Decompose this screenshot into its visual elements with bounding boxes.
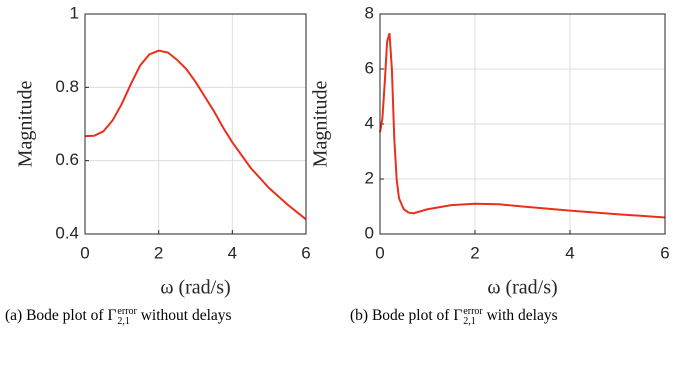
caption-sup: error <box>117 306 137 317</box>
y-tick-label: 0 <box>365 223 374 242</box>
y-tick-label: 1 <box>70 3 79 22</box>
caption-text: Bode plot of <box>26 307 104 324</box>
y-tick-label: 4 <box>365 113 374 132</box>
line-series <box>379 32 666 219</box>
caption-symbol: Γ <box>453 307 463 324</box>
caption-symbol: Γ <box>107 307 117 324</box>
x-tick-label: 2 <box>470 243 479 262</box>
caption-text: with delays <box>486 307 558 324</box>
x-axis-label: ω (rad/s) <box>160 277 230 299</box>
x-tick-label: 4 <box>565 243 574 262</box>
caption-sub: 2,1 <box>117 316 130 327</box>
x-tick-label: 6 <box>301 243 310 262</box>
caption-text: Bode plot of <box>371 307 450 324</box>
caption-sup: error <box>463 306 483 317</box>
x-tick-label: 0 <box>375 243 384 262</box>
caption-text: without delays <box>140 307 232 324</box>
caption-label: (a) <box>5 307 23 324</box>
caption-sub: 2,1 <box>463 316 476 327</box>
y-axis-label: Magnitude <box>15 81 37 168</box>
x-tick-label: 6 <box>660 243 669 262</box>
y-tick-label: 0.8 <box>55 77 79 96</box>
axes-box <box>379 13 666 235</box>
x-axis-label: ω (rad/s) <box>487 277 557 299</box>
y-axis-label: Magnitude <box>310 81 332 168</box>
axes-box <box>84 13 307 235</box>
figure: 0.4 0.6 0.8 1 0 2 4 6 ω (rad/s) Magnitude 0 2 4 6 8 0 2 4… <box>15 3 670 299</box>
y-tick-label: 8 <box>365 3 374 22</box>
x-tick-label: 4 <box>228 243 237 262</box>
x-tick-label: 0 <box>80 243 89 262</box>
y-tick-label: 6 <box>365 58 374 77</box>
y-tick-label: 0.6 <box>55 150 79 169</box>
y-tick-label: 0.4 <box>55 223 79 242</box>
plot-area <box>85 14 306 234</box>
y-tick-label: 2 <box>365 168 374 187</box>
caption-label: (b) <box>350 307 369 324</box>
line-series <box>84 49 307 221</box>
x-tick-label: 2 <box>154 243 163 262</box>
